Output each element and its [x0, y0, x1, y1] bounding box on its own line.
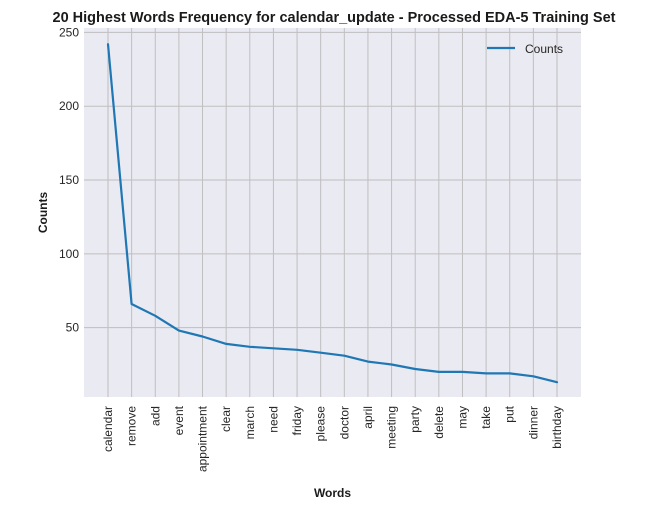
x-tick-label: need: [266, 406, 280, 433]
y-tick-label: 100: [59, 247, 79, 261]
legend-label-counts: Counts: [525, 42, 563, 56]
x-axis-ticks: calendar remove add event appointment clear ma…: [101, 405, 564, 472]
y-axis-ticks: 50 100 150 200 250: [59, 25, 79, 334]
chart-title: 20 Highest Words Frequency for calendar_…: [53, 10, 616, 26]
x-tick-label: dinner: [526, 406, 540, 439]
x-tick-label: meeting: [385, 406, 399, 449]
series-layer: [106, 43, 559, 384]
series-line-counts: [106, 43, 559, 384]
x-tick-label: add: [148, 406, 162, 426]
x-tick-label: april: [361, 406, 375, 429]
legend: Counts: [487, 42, 563, 56]
y-tick-label: 250: [59, 25, 79, 39]
x-tick-label: doctor: [337, 406, 351, 439]
x-tick-label: may: [455, 406, 469, 429]
x-tick-label: remove: [125, 406, 139, 446]
x-tick-label: march: [243, 406, 257, 439]
x-tick-label: clear: [219, 406, 233, 432]
x-tick-label: birthday: [550, 406, 564, 449]
y-tick-label: 150: [59, 173, 79, 187]
grid-lines: [84, 28, 581, 397]
x-tick-label: event: [172, 405, 186, 435]
y-tick-label: 50: [66, 321, 80, 335]
x-tick-label: party: [408, 406, 422, 433]
x-tick-label: appointment: [196, 405, 210, 472]
x-tick-label: please: [314, 406, 328, 442]
plot-area: [84, 28, 581, 397]
y-axis-label: Counts: [36, 192, 50, 234]
x-tick-label: put: [503, 405, 517, 422]
x-axis-label: Words: [314, 486, 351, 500]
x-tick-label: calendar: [101, 406, 115, 452]
y-tick-label: 200: [59, 99, 79, 113]
x-tick-label: take: [479, 406, 493, 429]
x-tick-label: friday: [290, 406, 304, 435]
x-tick-label: delete: [432, 406, 446, 439]
